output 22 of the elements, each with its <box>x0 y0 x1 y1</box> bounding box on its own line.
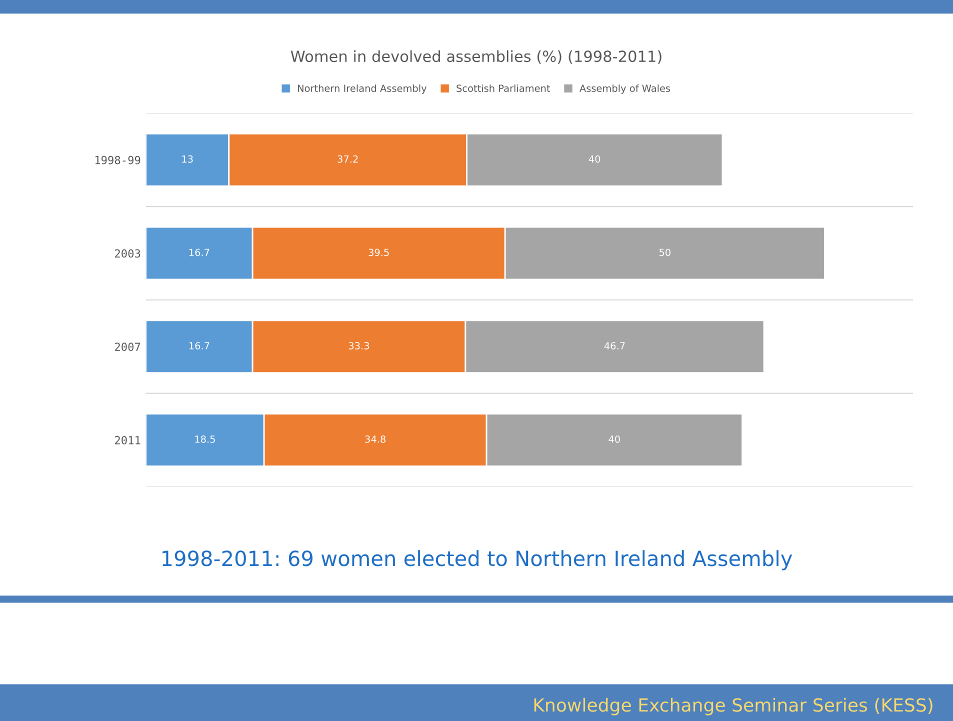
data-label: 33.3 <box>348 342 370 350</box>
text: Knowledge Exchange Seminar Series (KESS) <box>534 698 932 716</box>
data-label: 34.8 <box>365 435 386 443</box>
legend-label: Scottish Parliament <box>456 84 550 92</box>
data-label: 46.7 <box>604 342 625 350</box>
y-tick-label: 2011 <box>115 436 140 444</box>
data-label: 37.2 <box>338 155 358 163</box>
data-label: 16.7 <box>189 342 210 350</box>
data-label: 18.5 <box>195 435 215 443</box>
y-tick-label: 1998-99 <box>95 156 140 164</box>
y-tick-label: 2003 <box>115 249 140 258</box>
y-tick-label: 2007 <box>115 342 140 352</box>
data-label: 39.5 <box>368 248 389 256</box>
data-label: 50 <box>659 248 670 256</box>
data-label: 40 <box>588 155 600 163</box>
data-label: 40 <box>608 435 620 443</box>
data-label: 13 <box>182 155 193 163</box>
data-label: 16.7 <box>189 248 210 256</box>
chart-title: Women in devolved assemblies (%) (1998-2011) <box>290 50 662 64</box>
text: 1998-2011: 69 women elected to Northern Ireland Assembly <box>162 550 792 570</box>
legend-label: Assembly of Wales <box>580 84 670 94</box>
legend-label: Northern Ireland Assembly <box>298 84 427 94</box>
